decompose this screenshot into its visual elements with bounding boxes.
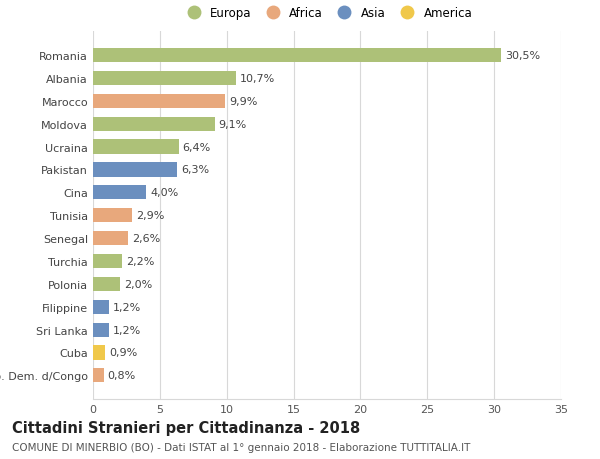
Text: 6,4%: 6,4% bbox=[182, 142, 211, 152]
Text: 0,9%: 0,9% bbox=[109, 348, 137, 358]
Text: 30,5%: 30,5% bbox=[505, 51, 540, 61]
Text: 1,2%: 1,2% bbox=[113, 302, 142, 312]
Bar bbox=[93, 118, 215, 131]
Text: 0,8%: 0,8% bbox=[108, 370, 136, 381]
Text: 10,7%: 10,7% bbox=[240, 74, 275, 84]
Bar bbox=[93, 300, 109, 314]
Bar bbox=[93, 254, 122, 269]
Bar bbox=[93, 72, 236, 86]
Bar bbox=[93, 163, 177, 177]
Text: 1,2%: 1,2% bbox=[113, 325, 142, 335]
Bar bbox=[93, 323, 109, 337]
Text: 4,0%: 4,0% bbox=[151, 188, 179, 198]
Bar bbox=[93, 140, 179, 154]
Bar bbox=[93, 49, 501, 63]
Bar bbox=[93, 346, 105, 360]
Text: 9,1%: 9,1% bbox=[218, 119, 247, 129]
Bar bbox=[93, 186, 146, 200]
Text: 2,9%: 2,9% bbox=[136, 211, 164, 221]
Text: 2,2%: 2,2% bbox=[127, 257, 155, 266]
Bar bbox=[93, 209, 132, 223]
Text: Cittadini Stranieri per Cittadinanza - 2018: Cittadini Stranieri per Cittadinanza - 2… bbox=[12, 420, 360, 435]
Bar bbox=[93, 231, 128, 246]
Text: 9,9%: 9,9% bbox=[229, 96, 258, 106]
Legend: Europa, Africa, Asia, America: Europa, Africa, Asia, America bbox=[179, 5, 475, 22]
Bar bbox=[93, 277, 120, 291]
Text: 6,3%: 6,3% bbox=[181, 165, 209, 175]
Bar bbox=[93, 369, 104, 383]
Bar bbox=[93, 95, 226, 109]
Text: 2,0%: 2,0% bbox=[124, 279, 152, 289]
Text: COMUNE DI MINERBIO (BO) - Dati ISTAT al 1° gennaio 2018 - Elaborazione TUTTITALI: COMUNE DI MINERBIO (BO) - Dati ISTAT al … bbox=[12, 442, 470, 452]
Text: 2,6%: 2,6% bbox=[132, 234, 160, 244]
